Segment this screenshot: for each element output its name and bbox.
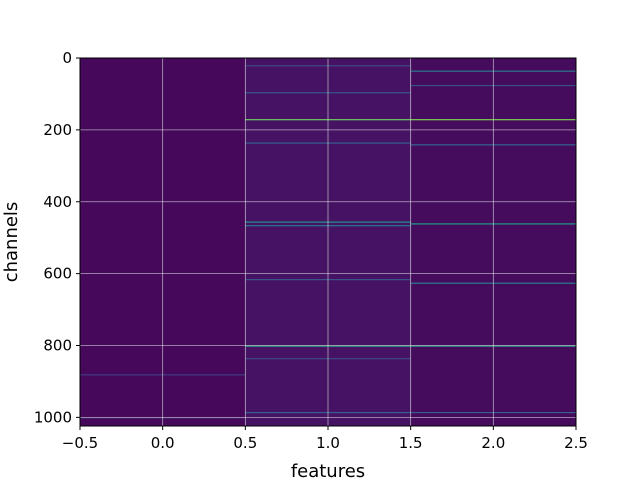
y-tick-label-5: 1000 xyxy=(34,408,72,426)
y-axis-ticks: 0 200 400 600 800 1000 xyxy=(34,49,80,426)
x-tick-label-5: 2.0 xyxy=(481,434,505,452)
y-tick-label-3: 600 xyxy=(43,265,72,283)
x-tick-label-3: 1.0 xyxy=(316,434,340,452)
x-tick-label-0: −0.5 xyxy=(62,434,98,452)
x-axis-ticks: −0.5 0.0 0.5 1.0 1.5 2.0 2.5 xyxy=(62,426,588,452)
x-tick-label-6: 2.5 xyxy=(564,434,588,452)
y-axis-label: channels xyxy=(1,202,22,283)
y-tick-label-2: 400 xyxy=(43,193,72,211)
x-tick-label-2: 0.5 xyxy=(233,434,257,452)
x-tick-label-1: 0.0 xyxy=(151,434,175,452)
x-tick-label-4: 1.5 xyxy=(399,434,423,452)
x-axis-label: features xyxy=(291,461,365,480)
y-tick-label-1: 200 xyxy=(43,121,72,139)
y-tick-label-4: 800 xyxy=(43,337,72,355)
y-tick-label-0: 0 xyxy=(62,49,72,67)
